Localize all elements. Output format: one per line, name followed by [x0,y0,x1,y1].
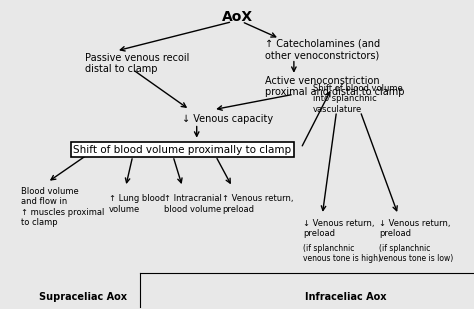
Text: ↓ Venous return,
preload: ↓ Venous return, preload [379,219,451,238]
Text: Passive venous recoil
distal to clamp: Passive venous recoil distal to clamp [85,53,190,74]
Text: Shift of blood volume proximally to clamp: Shift of blood volume proximally to clam… [73,145,292,155]
Text: Shift of blood volume
into splanchnic
vasculature: Shift of blood volume into splanchnic va… [313,84,402,114]
Text: Blood volume
and flow in
↑ muscles proximal
to clamp: Blood volume and flow in ↑ muscles proxi… [21,187,105,227]
Text: AoX: AoX [221,10,253,24]
Text: Active venoconstriction
proximal and distal to clamp: Active venoconstriction proximal and dis… [265,76,405,97]
Text: (if splanchnic
venous tone is high): (if splanchnic venous tone is high) [303,244,382,263]
Text: ↑ Intracranial
blood volume: ↑ Intracranial blood volume [164,194,221,214]
Text: ↓ Venous return,
preload: ↓ Venous return, preload [303,219,375,238]
Text: ↑ Venous return,
preload: ↑ Venous return, preload [222,194,293,214]
Text: Supraceliac Aox: Supraceliac Aox [39,292,127,302]
Text: ↑ Lung blood
volume: ↑ Lung blood volume [109,194,165,214]
Text: ↑ Catecholamines (and
other venoconstrictors): ↑ Catecholamines (and other venoconstric… [265,39,381,60]
Text: Infraceliac Aox: Infraceliac Aox [305,292,387,302]
Text: (if splanchnic
venous tone is low): (if splanchnic venous tone is low) [379,244,454,263]
Text: ↓ Venous capacity: ↓ Venous capacity [182,114,273,124]
